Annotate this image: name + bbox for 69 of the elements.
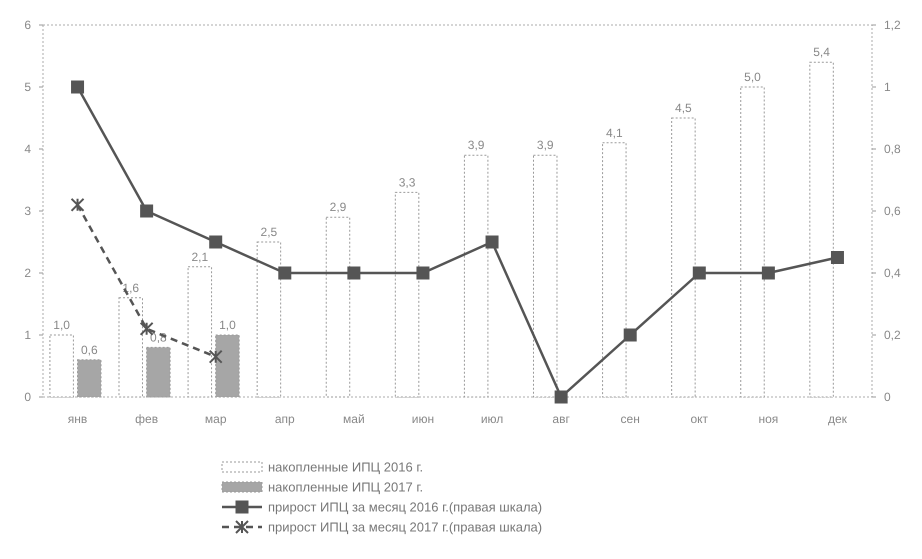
point <box>208 350 223 364</box>
point <box>692 266 706 280</box>
x-tick-label: май <box>343 412 365 426</box>
point <box>140 204 154 218</box>
bar <box>532 154 558 398</box>
data-label: 4,1 <box>606 126 623 140</box>
bar <box>256 242 282 398</box>
y-tick-label: 0 <box>24 390 32 404</box>
data-label: 4,5 <box>675 101 692 115</box>
bar <box>671 118 696 398</box>
data-label: 1,0 <box>53 318 70 332</box>
point <box>830 251 844 264</box>
y-tick-label: 3 <box>24 204 32 218</box>
x-tick-label: ноя <box>758 412 778 426</box>
bar <box>49 334 74 398</box>
point <box>70 198 85 212</box>
legend-label: прирост ИПЦ за месяц 2016 г.(правая шкала) <box>268 500 542 515</box>
y2-tick-label: 0,4 <box>884 266 902 280</box>
data-label: 3,9 <box>468 138 485 152</box>
y2-tick-label: 1,2 <box>884 18 902 32</box>
legend-label: прирост ИПЦ за месяц 2017 г.(правая шкала) <box>268 520 542 535</box>
data-label: 5,0 <box>744 70 762 84</box>
y2-tick-label: 1 <box>884 80 891 94</box>
y2-tick-label: 0 <box>884 390 891 404</box>
y2-tick-label: 0,6 <box>884 204 902 218</box>
point <box>347 266 360 280</box>
x-tick-label: авг <box>552 412 570 426</box>
bar <box>188 266 212 398</box>
y-tick-label: 4 <box>24 142 32 156</box>
bar <box>326 216 350 398</box>
bar <box>394 192 420 398</box>
data-label: 2,1 <box>191 250 208 264</box>
bar <box>118 297 143 398</box>
bar <box>602 142 627 398</box>
x-tick-label: дек <box>828 412 848 426</box>
point <box>416 266 430 280</box>
bar <box>740 86 765 398</box>
point <box>71 80 84 94</box>
bar <box>464 154 488 398</box>
legend-label: накопленные ИПЦ 2016 г. <box>268 460 424 475</box>
data-label: 0,6 <box>80 342 98 357</box>
y2-tick-label: 0,2 <box>884 328 902 342</box>
point <box>209 236 222 248</box>
data-label: 2,5 <box>260 225 278 239</box>
y-tick-label: 6 <box>24 18 32 32</box>
data-label: 3,3 <box>398 175 416 190</box>
x-tick-label: окт <box>690 412 709 426</box>
x-tick-label: сен <box>620 412 640 426</box>
data-label: 3,9 <box>536 138 554 152</box>
x-tick-label: янв <box>68 412 88 426</box>
point <box>554 390 568 404</box>
data-label: 5,4 <box>813 45 830 60</box>
y-tick-label: 1 <box>24 328 32 342</box>
x-tick-label: апр <box>274 412 296 426</box>
point <box>486 236 499 248</box>
data-label: 1,0 <box>219 318 236 332</box>
x-tick-label: июл <box>480 412 504 426</box>
bar <box>809 62 834 398</box>
point <box>278 266 292 280</box>
point <box>624 328 637 342</box>
x-tick-label: мар <box>204 412 227 426</box>
x-tick-label: июн <box>412 412 434 426</box>
y2-tick-label: 0,8 <box>884 142 902 156</box>
y-tick-label: 2 <box>24 266 32 280</box>
point <box>762 266 775 280</box>
data-label: 2,9 <box>330 200 347 214</box>
x-tick-label: фев <box>135 412 158 426</box>
y-tick-label: 5 <box>24 80 32 94</box>
legend-label: накопленные ИПЦ 2017 г. <box>268 480 424 495</box>
